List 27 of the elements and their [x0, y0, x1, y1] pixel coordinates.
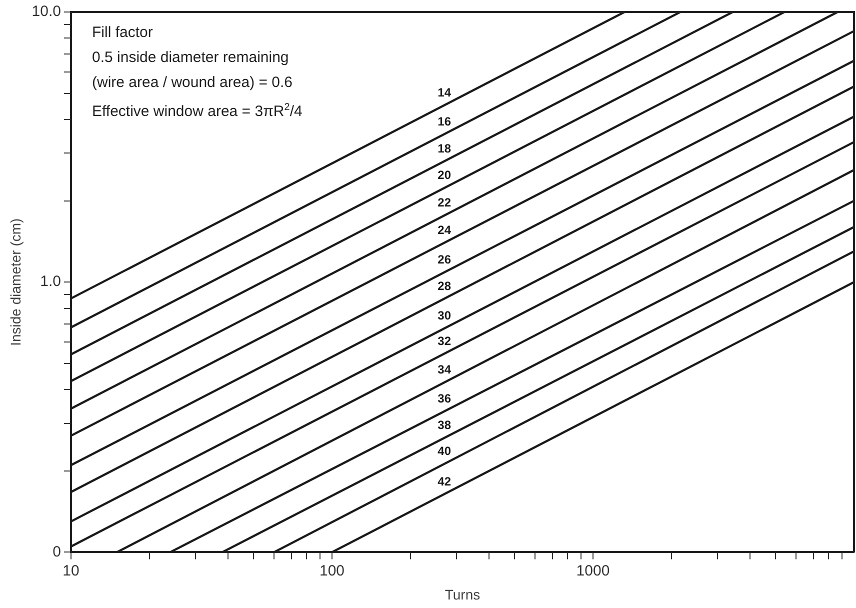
series-label: 14 — [438, 85, 452, 100]
y-tick-label: 1.0 — [40, 273, 61, 290]
x-tick-label: 1000 — [576, 562, 610, 580]
annotation: 0.5 inside diameter remaining — [92, 48, 290, 68]
series-label: 42 — [438, 474, 452, 488]
series-label: 18 — [438, 141, 452, 156]
series-label: 32 — [438, 334, 452, 348]
y-axis-title: Inside diameter (cm) — [7, 218, 24, 346]
series-label: 20 — [438, 168, 452, 182]
series-label: 26 — [438, 252, 452, 267]
x-axis-title: Turns — [444, 586, 480, 602]
series-label: 36 — [438, 392, 452, 406]
y-tick-label: 0 — [52, 543, 61, 560]
x-tick-label: 10 — [62, 562, 80, 580]
series-label: 22 — [438, 196, 452, 210]
annotation: (wire area / wound area) = 0.6 — [92, 73, 294, 93]
x-tick-label: 100 — [319, 562, 345, 580]
series-label: 16 — [438, 114, 452, 128]
series-label: 34 — [438, 362, 452, 377]
y-tick-label: 10.0 — [32, 3, 61, 20]
series-label: 28 — [438, 278, 452, 293]
annotation: Fill factor — [92, 23, 154, 43]
series-label: 40 — [438, 444, 452, 458]
annotation: Effective window area = 3πR$^{2}$/4 — [92, 101, 302, 122]
series-label: 24 — [438, 222, 452, 237]
series-label: 30 — [438, 308, 452, 323]
series-label: 38 — [438, 418, 452, 432]
